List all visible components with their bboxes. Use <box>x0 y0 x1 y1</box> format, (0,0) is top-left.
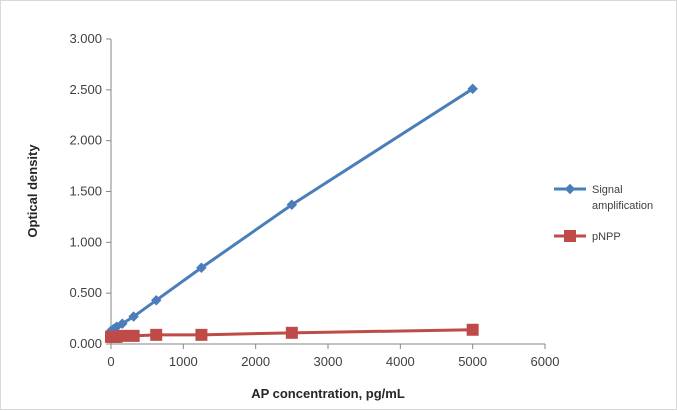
x-tick-label: 2000 <box>241 354 270 369</box>
data-point <box>150 328 163 341</box>
x-tick-label: 4000 <box>386 354 415 369</box>
legend-label: pNPP <box>592 231 621 243</box>
legend-label: Signal <box>592 184 623 196</box>
axes-layer: 0.000 0.500 1.000 1.500 2.000 2.500 3.000 0 1000… <box>69 31 559 369</box>
y-tick-label: 0.500 <box>69 285 102 300</box>
legend-item-1: Signal amplification <box>554 183 653 212</box>
data-point <box>466 323 479 336</box>
data-point <box>116 329 129 342</box>
data-point <box>128 311 139 322</box>
legend-marker <box>564 230 576 242</box>
data-point <box>286 199 298 211</box>
y-tick-label: 2.500 <box>69 82 102 97</box>
legend-item-2: pNPP <box>554 230 621 243</box>
x-axis-title: AP concentration, pg/mL <box>251 386 405 401</box>
series-2 <box>105 323 479 343</box>
data-point <box>127 329 140 342</box>
y-tick-label: 2.000 <box>69 133 102 148</box>
data-point <box>195 328 208 341</box>
y-axis-title: Optical density <box>25 144 40 238</box>
legend-label: amplification <box>592 200 653 212</box>
legend-marker <box>564 183 576 195</box>
x-tick-label: 6000 <box>531 354 560 369</box>
x-tick-label: 3000 <box>314 354 343 369</box>
legend-layer: Signal amplification pNPP <box>554 183 653 243</box>
y-tick-label: 3.000 <box>69 31 102 46</box>
data-point <box>196 262 207 274</box>
y-tick-label: 0.000 <box>69 336 102 351</box>
data-point <box>467 83 479 95</box>
data-point <box>150 294 162 306</box>
y-tick-label: 1.500 <box>69 184 102 199</box>
x-tick-label: 5000 <box>458 354 487 369</box>
data-point <box>116 318 128 330</box>
x-tick-label: 0 <box>107 354 114 369</box>
series-layer <box>105 83 479 343</box>
series-1 <box>105 83 479 337</box>
x-tick-label: 1000 <box>169 354 198 369</box>
data-point <box>285 326 298 339</box>
y-tick-label: 1.000 <box>69 234 102 249</box>
